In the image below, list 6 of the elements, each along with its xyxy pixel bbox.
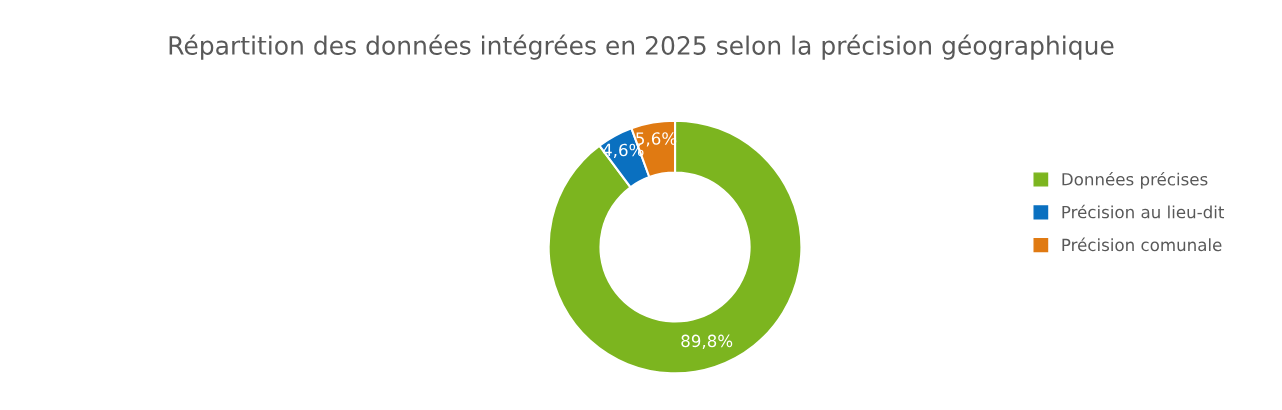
legend-label: Données précises — [1062, 172, 1208, 189]
legend-label: Précision au lieu-dit — [1062, 204, 1225, 219]
data-label: 89,8% — [681, 334, 733, 349]
chart-title: Répartition des données intégrées en 2025 selon la précision géographique — [169, 34, 1114, 60]
donut-slice — [547, 119, 803, 375]
legend-label: Précision comunale — [1062, 237, 1222, 252]
